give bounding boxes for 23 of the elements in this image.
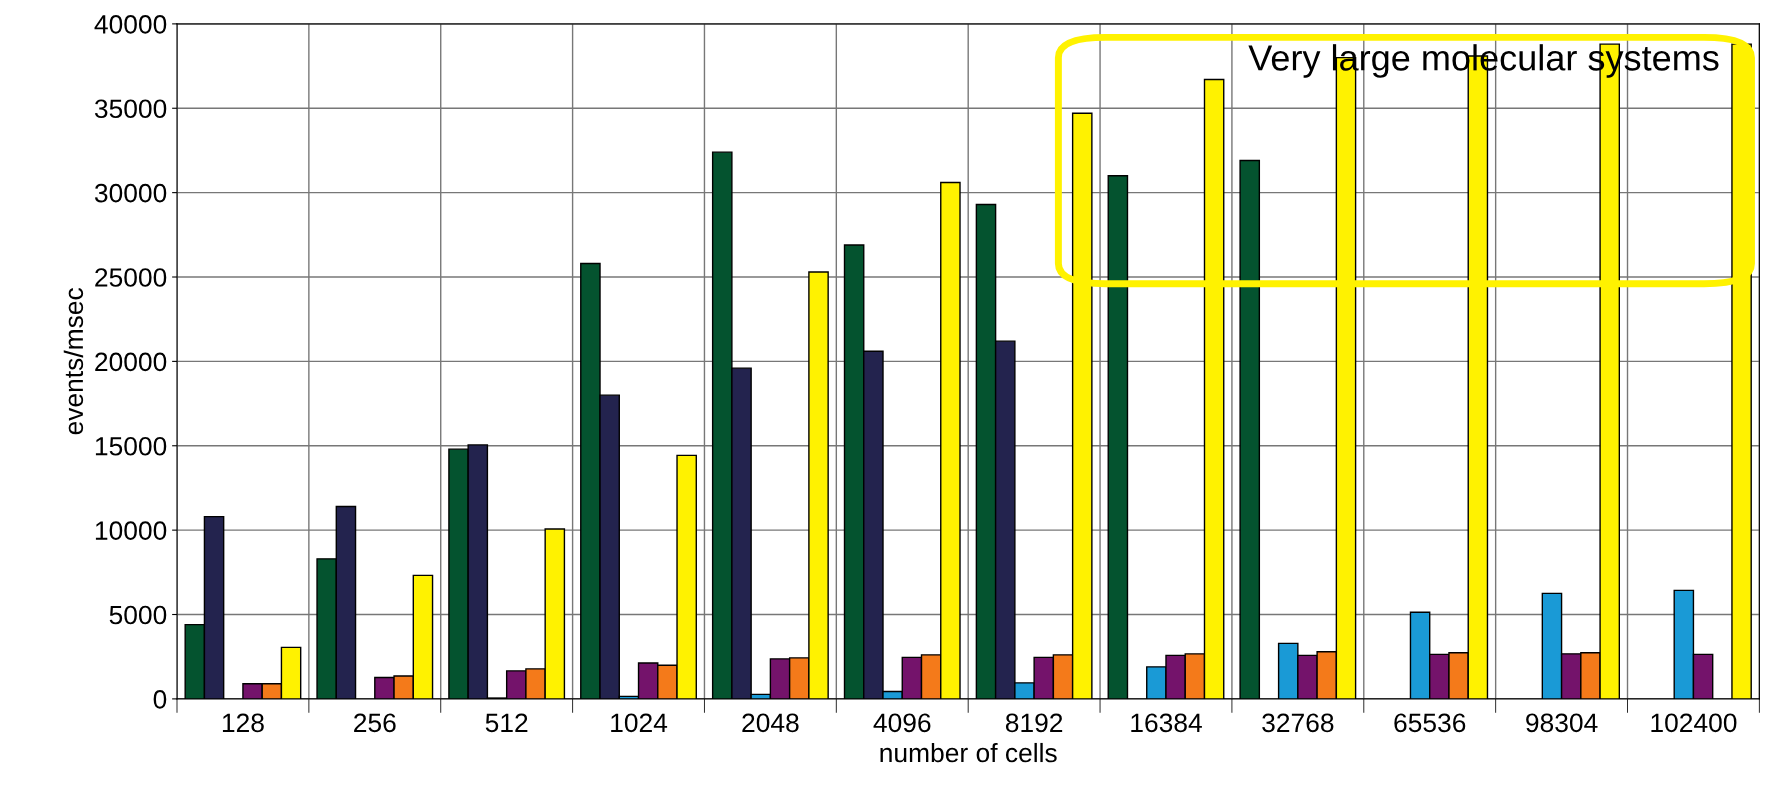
y-tick-label: 40000 (94, 15, 167, 34)
y-tick-label: 15000 (95, 436, 167, 456)
x-tick-label: 1024 (611, 713, 668, 733)
x-tick-label: 4096 (873, 713, 931, 733)
x-tick-label: 102400 (1651, 713, 1737, 733)
y-axis-title: events/msec (63, 288, 84, 435)
y-tick-label: 10000 (95, 521, 167, 540)
x-tick-label: 16384 (1131, 713, 1202, 733)
x-tick-label: 8192 (1005, 713, 1063, 733)
y-tick-label: 35000 (94, 99, 167, 119)
x-tick-label: 65536 (1394, 713, 1466, 733)
x-tick-label: 32768 (1262, 713, 1334, 733)
x-tick-label: 256 (354, 713, 396, 733)
x-tick-label: 98304 (1526, 713, 1598, 733)
x-tick-label: 512 (485, 713, 528, 733)
y-tick-label: 0 (153, 690, 167, 709)
x-tick-label: 2048 (742, 713, 799, 733)
y-tick-label: 20000 (95, 352, 167, 372)
x-axis-title: number of cells (880, 742, 1057, 763)
y-tick-label: 5000 (109, 605, 167, 625)
x-tick-label: 128 (222, 713, 264, 733)
y-tick-label: 25000 (95, 268, 167, 287)
y-tick-label: 30000 (94, 183, 167, 203)
